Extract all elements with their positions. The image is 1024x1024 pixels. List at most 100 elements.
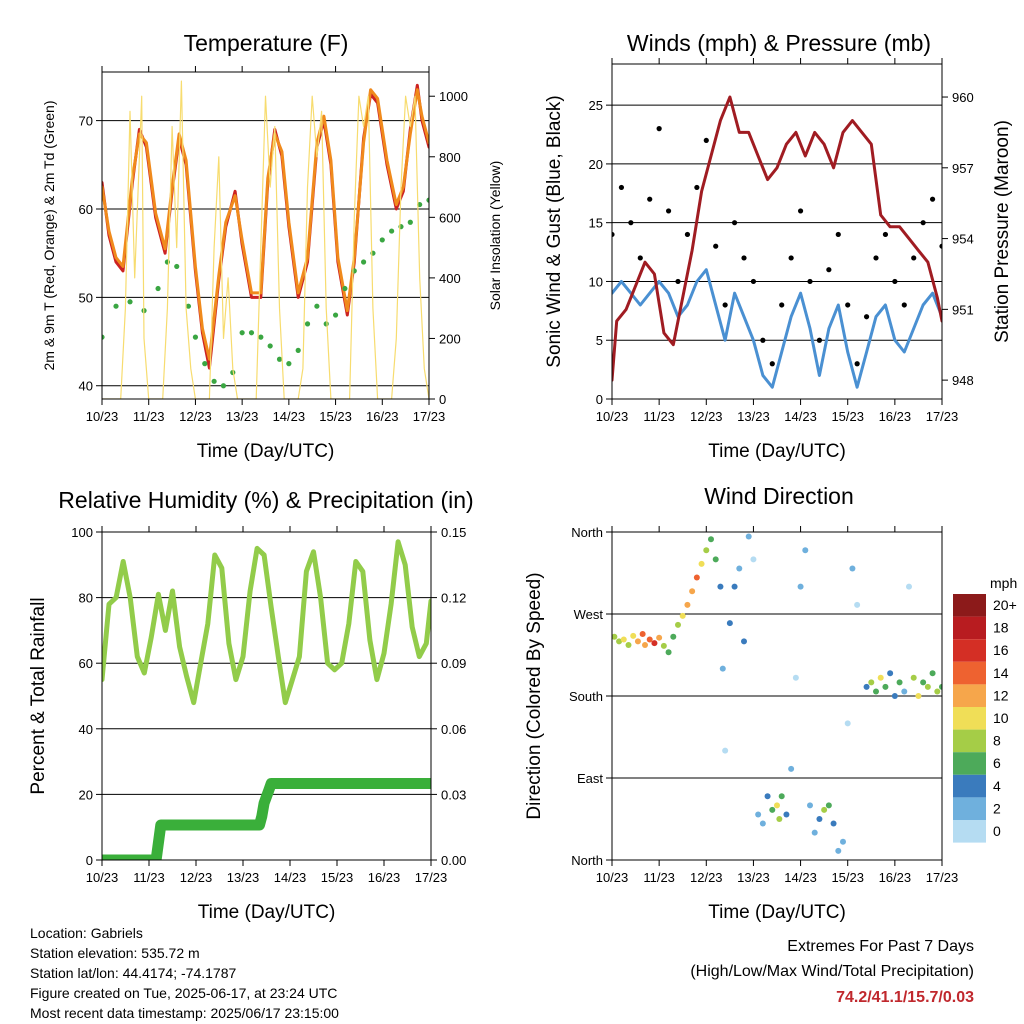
x-tick-label: 17/23 [926,870,959,885]
data-point [750,556,757,563]
data-point [792,674,799,681]
data-point [722,302,728,308]
extremes-values: 74.2/41.1/15.7/0.03 [836,989,974,1006]
data-point [797,583,804,590]
data-point [759,820,766,827]
data-point [741,638,747,645]
y-tick-label: 20 [589,157,603,172]
plot-area [102,80,429,399]
data-point [665,649,672,656]
series-total-precipitation [102,778,431,860]
legend-label: 10 [993,710,1009,726]
data-point [882,231,889,238]
data-point [807,278,813,285]
series-line [612,268,942,389]
series-2m-td [102,197,429,389]
y2-tick-label: 600 [439,210,461,225]
data-point [825,802,832,809]
data-point [628,220,634,226]
data-point [769,806,776,813]
info-recent: Most recent data timestamp: 2025/06/17 2… [30,1005,339,1021]
data-point [276,356,283,362]
series-solar-insolation [102,80,429,399]
chart-title: Relative Humidity (%) & Precipitation (i… [58,487,473,513]
data-point [618,184,625,191]
data-point [821,806,828,813]
data-point [939,243,942,249]
legend-label: 6 [993,755,1001,771]
x-tick-label: 12/23 [690,409,723,424]
data-point [719,665,726,672]
y-tick-label: 40 [79,722,93,737]
data-point [901,302,907,308]
legend-swatch [953,661,986,685]
data-point [891,693,898,699]
plot-area [612,95,942,389]
legend-label: 8 [993,733,1001,749]
data-point [887,670,894,677]
series-line [102,80,429,399]
data-point [816,816,823,822]
data-point [675,278,681,285]
data-point [774,802,780,809]
data-point [684,231,691,238]
y2-tick-label: 0 [439,392,446,407]
data-point [426,197,429,203]
data-point [616,638,623,645]
series-9m-t [102,88,429,361]
y2-tick-label: 957 [952,161,974,176]
plot-frame [611,63,943,400]
plot-area [612,533,942,854]
y2-tick-label: 800 [439,150,461,165]
data-point [185,303,192,309]
data-point [901,688,908,695]
legend-swatch [953,707,986,730]
data-point [896,679,903,686]
data-point [882,683,889,690]
data-point [741,255,747,261]
x-tick-label: 15/23 [319,409,352,424]
x-tick-label: 10/23 [596,409,629,424]
data-point [639,631,646,638]
y2-tick-label: 948 [952,373,974,388]
data-point [934,688,941,695]
y-tick-label: 15 [589,216,603,231]
data-point [694,184,700,191]
y-axis-title: Percent & Total Rainfall [28,597,49,794]
x-tick-label: 10/23 [596,870,629,885]
y2-tick-label: 1000 [439,89,468,104]
legend-title: mph [990,575,1017,591]
series-relative-humidity [102,539,431,706]
data-point [830,820,837,827]
legend-swatch [953,729,986,753]
plot-frame [101,71,430,400]
panel-temperature: Temperature (F) 10/23 11/23 12/23 13/23 14/23… [41,30,503,462]
data-point [906,583,912,590]
y-tick-label: 40 [79,379,93,394]
y2-tick-label: 0.15 [441,525,466,540]
y-tick-label: 80 [79,591,93,606]
legend-label: 20+ [993,597,1017,613]
x-axis-title: Time (Day/UTC) [198,902,336,923]
data-point [731,220,738,226]
data-point [258,334,264,340]
data-point [920,679,927,686]
y-tick-label: North [571,525,603,540]
data-point [840,838,846,845]
x-tick-label: 14/23 [273,409,306,424]
data-point [731,583,738,590]
y2-tick-label: 0.00 [441,853,466,868]
data-point [684,601,691,608]
data-point [102,334,105,340]
y-axis-title: Direction (Colored By Speed) [524,572,545,819]
data-point [646,636,653,643]
data-point [854,601,861,608]
legend-swatch [953,594,986,617]
data-point [863,314,870,320]
data-point [745,533,752,540]
y-tick-label: East [577,771,603,786]
data-point [811,829,818,836]
x-tick-label: 16/23 [879,409,912,424]
x-tick-label: 13/23 [227,870,260,885]
data-point [854,361,860,367]
